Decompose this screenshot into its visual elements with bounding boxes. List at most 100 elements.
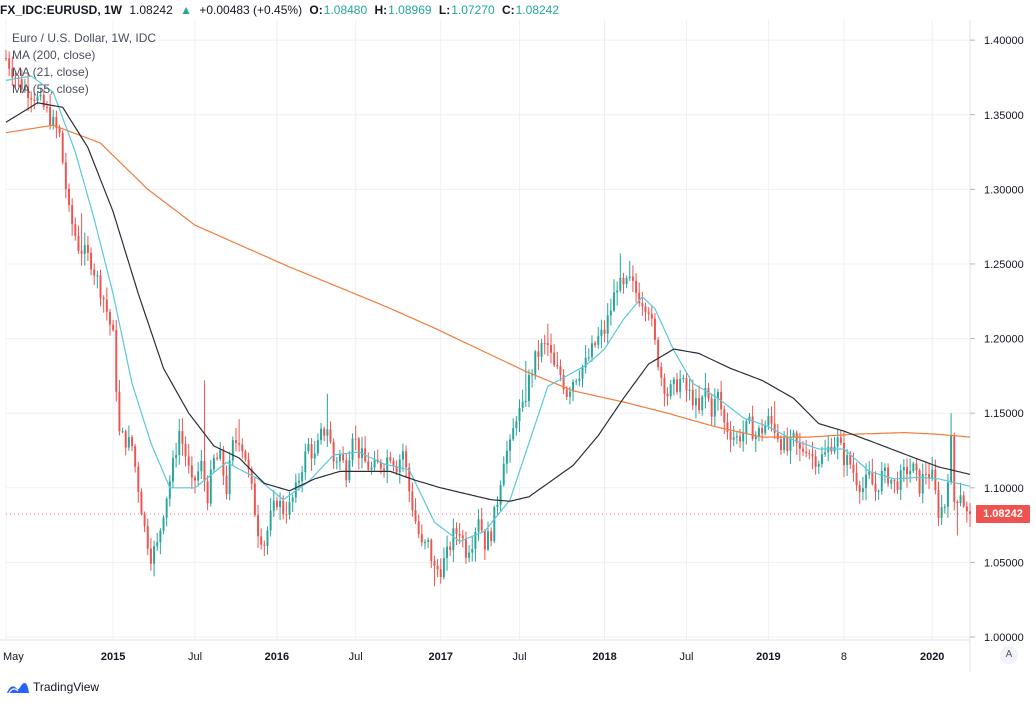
- candle-body: [641, 303, 644, 307]
- candle-body: [849, 455, 852, 465]
- chart-legend: Euro / U.S. Dollar, 1W, IDC MA (200, clo…: [12, 30, 156, 98]
- candle-body: [266, 530, 269, 546]
- candle-body: [71, 205, 74, 225]
- candle-body: [969, 511, 971, 515]
- candle-body: [61, 132, 64, 163]
- open-label: O:: [309, 3, 323, 17]
- candle-body: [411, 491, 414, 511]
- x-tick-label: 2020: [920, 651, 944, 663]
- candle-body: [644, 306, 647, 313]
- candle-body: [77, 236, 80, 251]
- candle-body: [282, 500, 285, 515]
- legend-title[interactable]: Euro / U.S. Dollar, 1W, IDC: [12, 31, 157, 45]
- legend-ma21[interactable]: MA (21, close): [12, 65, 89, 79]
- candle-body: [80, 250, 83, 254]
- candle-body: [184, 443, 187, 457]
- candle-body: [676, 379, 678, 392]
- candle-body: [893, 480, 896, 482]
- tradingview-brand[interactable]: TradingView: [6, 678, 99, 696]
- high-label: H:: [374, 3, 388, 17]
- candle-body: [14, 77, 17, 79]
- candle-body: [326, 429, 329, 436]
- auto-scale-button[interactable]: A: [1000, 646, 1018, 664]
- candle-body: [679, 378, 682, 392]
- candle-body: [909, 471, 912, 475]
- candle-body: [672, 379, 675, 385]
- candle-body: [477, 519, 480, 532]
- x-tick-label: May: [3, 651, 24, 663]
- candle-body: [798, 442, 801, 449]
- candle-body: [405, 451, 408, 468]
- candle-body: [704, 387, 707, 397]
- candle-body: [568, 391, 571, 397]
- candle-body: [131, 437, 133, 447]
- candle-body: [767, 415, 770, 426]
- candle-body: [906, 467, 908, 475]
- candle-body: [694, 398, 697, 406]
- candle-body: [294, 482, 297, 498]
- legend-ma200[interactable]: MA (200, close): [12, 48, 96, 62]
- candle-body: [197, 471, 200, 481]
- candle-body: [5, 58, 7, 60]
- candle-body: [389, 457, 392, 461]
- candle-body: [483, 530, 486, 550]
- symbol-name[interactable]: FX_IDC:EURUSD, 1W: [0, 3, 123, 17]
- candle-body: [739, 436, 741, 442]
- candle-body: [505, 450, 508, 464]
- candle-body: [773, 423, 776, 433]
- low-label: L:: [438, 3, 451, 17]
- x-tick-label: 2018: [592, 651, 616, 663]
- candle-body: [635, 280, 638, 293]
- candle-body: [795, 432, 798, 443]
- candle-body: [401, 451, 404, 460]
- candle-body: [112, 324, 115, 330]
- candle-body: [493, 507, 496, 542]
- candle-body: [134, 446, 137, 467]
- candle-body: [209, 469, 212, 504]
- candle-body: [553, 352, 556, 366]
- candle-body: [713, 399, 716, 417]
- candle-body: [165, 498, 168, 518]
- candle-body: [74, 224, 77, 237]
- candle-body: [824, 452, 827, 455]
- symbol-header: FX_IDC:EURUSD, 1W 1.08242 ▲ +0.00483 (+0…: [0, 0, 1036, 20]
- candle-body: [597, 336, 600, 345]
- candle-body: [688, 389, 691, 391]
- low-value: 1.07270: [451, 3, 495, 17]
- candle-body: [398, 459, 401, 473]
- price-change: +0.00483 (+0.45%): [199, 3, 303, 17]
- candle-body: [291, 497, 294, 503]
- y-tick-label: 1.40000: [984, 35, 1024, 47]
- candle-body: [512, 428, 515, 440]
- candle-body: [710, 398, 713, 417]
- candle-body: [817, 463, 820, 467]
- candle-body: [275, 500, 278, 508]
- legend-ma55[interactable]: MA (55, close): [12, 82, 89, 96]
- candle-body: [20, 79, 23, 90]
- candle-body: [606, 315, 609, 334]
- candle-body: [238, 443, 241, 445]
- candle-body: [39, 94, 42, 97]
- candle-body: [953, 435, 956, 502]
- candle-body: [575, 380, 578, 382]
- candle-body: [64, 162, 67, 189]
- candle-body: [367, 461, 370, 470]
- candle-body: [30, 98, 33, 100]
- candle-body: [146, 525, 149, 549]
- candle-body: [83, 245, 86, 254]
- candle-body: [650, 314, 653, 319]
- candle-body: [449, 546, 452, 551]
- x-tick-label: 2016: [265, 651, 289, 663]
- candle-body: [619, 277, 622, 291]
- candle-body: [121, 431, 124, 433]
- candle-body: [408, 467, 411, 492]
- candle-body: [723, 409, 726, 423]
- candle-body: [685, 378, 688, 391]
- candle-body: [288, 502, 291, 515]
- ma200-line: [5, 124, 971, 438]
- candle-body: [332, 441, 335, 462]
- candle-body: [537, 351, 540, 357]
- price-chart[interactable]: 1.40000 1.35000 1.30000 1.25000 1.20000 1.150…: [0, 20, 1036, 672]
- y-tick-label: 1.30000: [984, 184, 1024, 196]
- candle-body: [272, 500, 275, 511]
